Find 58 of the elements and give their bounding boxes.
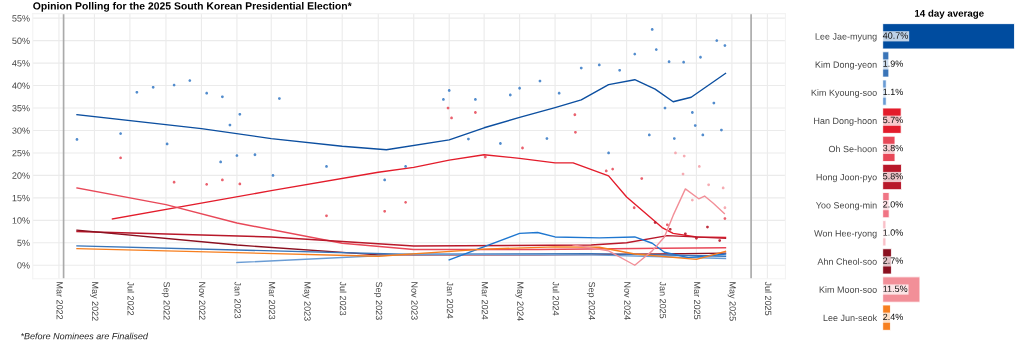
y-tick-label: 5% <box>17 239 30 247</box>
data-label: 5.7% <box>883 116 903 124</box>
x-tick-label: Jul 2022 <box>127 281 135 316</box>
chart-title: Opinion Polling for the 2025 South Korean Presidential Election* <box>33 1 352 12</box>
y-tick-label: Hong Joon-pyo <box>816 174 877 183</box>
x-tick-label: May 2022 <box>90 282 99 321</box>
y-tick-label: 40% <box>12 82 30 89</box>
data-label: 2.7% <box>883 257 903 264</box>
x-tick-label: Nov 2024 <box>624 282 631 320</box>
x-tick-label: Mar 2022 <box>56 282 63 320</box>
x-tick-label: Sep 2023 <box>374 281 383 320</box>
y-tick-label: 35% <box>12 104 30 112</box>
y-tick-label: 50% <box>12 37 30 44</box>
data-label: 2.0% <box>883 201 903 208</box>
y-tick-label: Won Hee-ryong <box>814 230 877 239</box>
data-label: 1.9% <box>883 60 903 67</box>
y-tick-label: Lee Jae-myung <box>815 33 877 42</box>
data-label: 1.0% <box>883 229 903 236</box>
x-tick-label: Jul 2024 <box>552 281 560 316</box>
x-tick-label: May 2025 <box>727 282 736 321</box>
data-label: 3.8% <box>883 144 903 152</box>
y-tick-label: Kim Moon-soo <box>819 286 877 293</box>
x-tick-label: Nov 2023 <box>411 282 418 320</box>
chart-title: 14 day average <box>915 9 984 19</box>
data-label: 40.7% <box>882 32 908 39</box>
y-tick-label: 25% <box>12 149 30 157</box>
data-label: 5.8% <box>883 173 903 180</box>
x-tick-label: Jan 2023 <box>234 281 241 319</box>
y-tick-label: 45% <box>12 60 30 67</box>
y-tick-label: 30% <box>12 127 30 134</box>
x-tick-label: Sep 2024 <box>586 281 596 320</box>
data-label: 2.4% <box>883 313 903 321</box>
y-tick-label: Ahn Cheol-soo <box>817 258 877 265</box>
y-tick-label: Kim Dong-yeon <box>815 61 877 70</box>
x-tick-label: Nov 2022 <box>199 282 206 320</box>
x-tick-label: Jul 2025 <box>764 281 772 316</box>
y-tick-label: Lee Jun-seok <box>823 314 878 322</box>
y-tick-label: 55% <box>12 15 30 22</box>
x-tick-label: Mar 2025 <box>693 282 701 320</box>
x-tick-label: May 2024 <box>515 282 524 321</box>
x-tick-label: May 2023 <box>302 282 311 321</box>
y-tick-label: 0% <box>17 262 30 269</box>
y-tick-label: Yoo Seong-min <box>815 201 877 211</box>
y-tick-label: 10% <box>12 217 30 224</box>
x-tick-label: Jan 2024 <box>446 281 454 319</box>
y-tick-label: 20% <box>12 172 30 179</box>
x-tick-label: Jan 2025 <box>659 281 667 319</box>
y-tick-label: Oh Se-hoon <box>828 145 877 153</box>
text: *Before Nominees are Finalised <box>21 332 149 340</box>
y-tick-label: Kim Kyoung-soo <box>811 89 877 98</box>
data-label: 11.5% <box>883 285 908 292</box>
data-label: 1.1% <box>883 88 903 95</box>
y-tick-label: 15% <box>12 194 30 202</box>
x-tick-label: Mar 2024 <box>481 282 489 320</box>
x-tick-label: Jul 2023 <box>339 281 347 316</box>
y-tick-label: Han Dong-hoon <box>814 117 877 126</box>
x-tick-label: Sep 2022 <box>161 281 170 320</box>
x-tick-label: Mar 2023 <box>268 282 276 320</box>
